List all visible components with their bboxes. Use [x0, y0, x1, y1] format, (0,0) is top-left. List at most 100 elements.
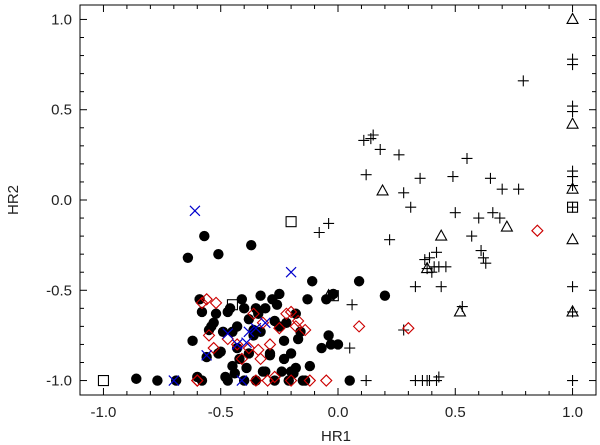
filled-circle-point — [328, 288, 339, 300]
diamond-point — [289, 320, 303, 333]
diamond-point — [249, 374, 263, 387]
filled-circle-point — [187, 335, 198, 347]
triangle-point — [453, 304, 467, 317]
diamond-point — [254, 352, 267, 366]
filled-circle-point — [192, 371, 203, 383]
filled-circle-point — [250, 375, 262, 386]
diamond-point — [230, 338, 244, 351]
triangle-point — [420, 261, 434, 274]
x-cross-point — [241, 337, 252, 349]
plus-point — [358, 134, 370, 146]
diamond-point — [284, 374, 298, 387]
y-tick-label: -1.0 — [46, 373, 72, 390]
plus-point — [344, 342, 356, 354]
filled-circle-point — [332, 339, 344, 350]
diamond-point — [209, 296, 223, 310]
plus-point — [494, 212, 506, 224]
plus-point — [567, 53, 579, 65]
triangle-point — [566, 182, 579, 194]
diamond-point — [195, 296, 209, 310]
x-cross-point — [231, 339, 243, 350]
plus-point — [513, 183, 525, 195]
plus-point — [449, 207, 461, 219]
x-tick-label: 0.0 — [328, 404, 349, 421]
filled-circle-point — [278, 335, 290, 347]
plus-point — [360, 169, 372, 181]
plus-point — [567, 201, 579, 213]
filled-circle-point — [257, 366, 269, 377]
filled-circle-point — [199, 230, 210, 242]
data-points — [97, 12, 579, 387]
filled-circle-point — [243, 313, 255, 325]
triangle-point — [376, 183, 389, 196]
square-point — [566, 201, 579, 213]
filled-circle-point — [260, 303, 271, 314]
diamond-point — [200, 293, 213, 306]
filled-circle-point — [285, 348, 297, 359]
filled-circle-point — [353, 276, 365, 287]
diamond-point — [242, 341, 256, 355]
filled-circle-point — [131, 373, 142, 384]
diamond-point — [291, 314, 305, 328]
plus-point — [367, 129, 379, 141]
filled-circle-point — [295, 326, 306, 338]
diamond-point — [263, 338, 277, 351]
plus-point — [440, 261, 452, 273]
plus-point — [477, 252, 489, 264]
plus-point — [567, 281, 579, 293]
filled-circle-point — [302, 294, 313, 305]
square-point — [226, 299, 239, 311]
filled-circle-point — [276, 366, 287, 377]
filled-circle-point — [238, 375, 250, 386]
square-point — [327, 290, 339, 302]
filled-circle-point — [274, 288, 285, 300]
filled-circle-point — [253, 308, 264, 319]
diamond-point — [273, 321, 286, 335]
plus-point — [423, 252, 435, 264]
filled-circle-point — [269, 315, 280, 327]
filled-circle-point — [217, 326, 229, 338]
triangle-point — [566, 304, 579, 317]
plus-point — [435, 281, 447, 293]
filled-circle-point — [241, 362, 252, 374]
plus-point — [475, 245, 487, 257]
square-point — [97, 375, 110, 387]
filled-circle-point — [170, 375, 182, 386]
y-tick-label: 0.5 — [51, 102, 72, 119]
plus-point — [419, 254, 431, 266]
diamond-point — [531, 224, 544, 237]
diamond-point — [319, 374, 333, 387]
filled-circle-point — [236, 294, 248, 305]
filled-circle-point — [238, 303, 250, 314]
x-cross-point — [250, 322, 262, 334]
filled-circle-point — [344, 375, 355, 386]
filled-circle-point — [224, 303, 236, 314]
triangle-point — [566, 12, 579, 24]
x-tick-label: 1.0 — [562, 404, 583, 421]
x-axis-label: HR1 — [321, 428, 351, 445]
diamond-point — [251, 343, 265, 357]
plus-point — [313, 227, 325, 238]
filled-circle-point — [278, 353, 290, 365]
filled-circle-point — [255, 290, 266, 301]
plus-point — [447, 171, 459, 183]
plus-point — [409, 281, 421, 293]
filled-circle-point — [379, 290, 391, 301]
filled-circle-point — [281, 317, 292, 328]
filled-circle-point — [271, 299, 283, 310]
x-cross-point — [189, 205, 201, 217]
plus-point — [405, 201, 417, 213]
plus-point — [374, 143, 386, 155]
filled-circle-point — [210, 308, 222, 319]
plus-point — [384, 234, 396, 246]
plus-point — [414, 172, 426, 184]
filled-circle-point — [182, 252, 194, 263]
plus-point — [496, 183, 508, 195]
x-cross-point — [236, 375, 248, 386]
filled-circle-point — [152, 375, 163, 386]
diamond-point — [268, 370, 281, 384]
filled-circle-point — [299, 375, 311, 386]
x-cross-point — [201, 349, 213, 361]
diamond-point — [190, 374, 204, 387]
